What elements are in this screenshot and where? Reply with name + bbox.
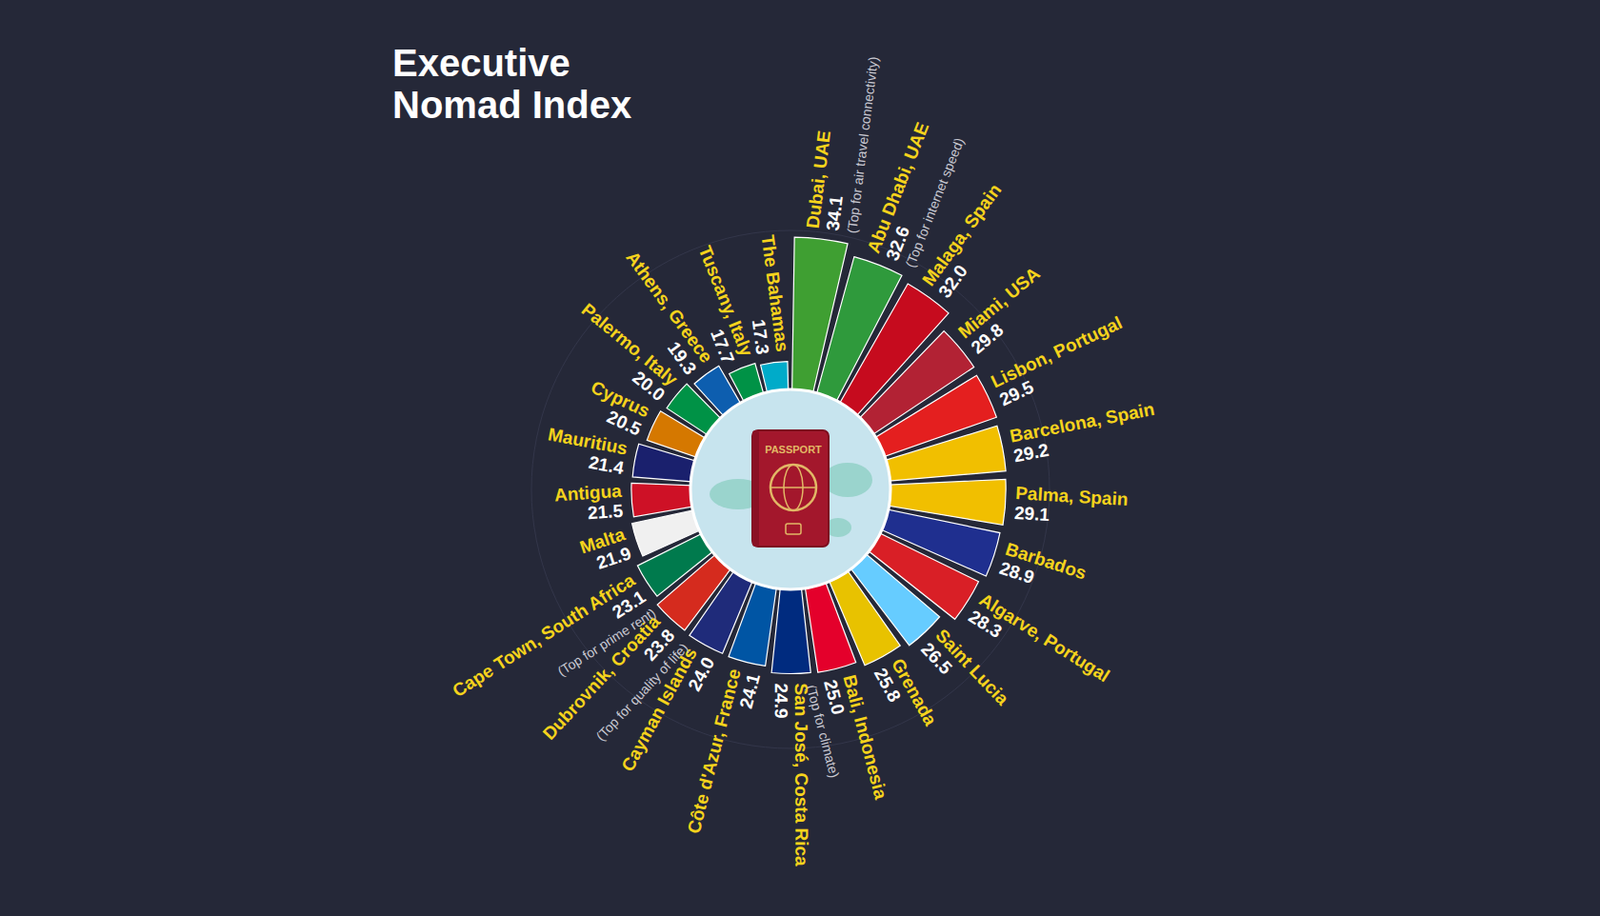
label-group: Cape Town, South Africa23.1(Top for prim… <box>448 569 659 733</box>
data-label: 28.9 <box>997 558 1038 588</box>
data-label: 28.3 <box>964 606 1005 642</box>
passport-text: PASSPORT <box>764 443 822 456</box>
bars <box>631 237 1006 674</box>
title: ExecutiveNomad Index <box>392 41 632 126</box>
data-label: 25.8 <box>870 664 905 706</box>
label-group: Lisbon, Portugal29.5 <box>987 312 1134 410</box>
data-label: 29.2 <box>1012 440 1051 467</box>
globe-line <box>770 486 817 489</box>
passport-icon: PASSPORT <box>690 389 891 590</box>
annotation: (Top for air travel connectivity) <box>843 56 881 235</box>
chart: ExecutiveNomad Index Dubai, UAE34.1(Top f… <box>0 0 1600 916</box>
category-label: San José, Costa Rica <box>791 682 813 867</box>
continent <box>822 462 873 498</box>
label-group: Barbados28.9 <box>997 539 1089 603</box>
label-group: Bali, Indonesia25.0(Top for climate) <box>803 672 892 811</box>
label-group: Barcelona, Spain29.2 <box>1008 399 1160 467</box>
passport-spine <box>752 430 760 547</box>
label-group: Grenada25.8 <box>870 655 941 740</box>
chip <box>785 523 801 535</box>
data-label: 24.9 <box>771 683 792 720</box>
data-label: 29.5 <box>996 376 1038 410</box>
data-label: 21.9 <box>594 542 635 574</box>
data-label: 21.5 <box>586 500 624 523</box>
data-label: 29.1 <box>1013 502 1051 525</box>
label-group: Miami, USA29.8 <box>954 262 1057 358</box>
label-group: Malta21.9 <box>577 523 635 577</box>
label-group: Athens, Greece19.3 <box>605 247 717 379</box>
category-label: Lisbon, Portugal <box>987 312 1125 392</box>
globe <box>770 464 817 511</box>
category-label: Bali, Indonesia <box>839 672 891 801</box>
category-label: Barcelona, Spain <box>1008 399 1157 447</box>
data-label: 17.3 <box>748 318 774 356</box>
label-group: Dubai, UAE34.1(Top for air travel connec… <box>802 50 881 235</box>
data-label: 19.3 <box>663 338 701 379</box>
label-group: Mauritius21.4 <box>542 423 630 479</box>
label-group: San José, Costa Rica24.9 <box>771 682 813 867</box>
category-label: Côte d'Azur, France <box>683 666 745 836</box>
label-group: The Bahamas17.3 <box>738 234 794 357</box>
label-group: Tuscany, Italy17.7 <box>676 242 758 367</box>
label-group: Palma, Spain29.1 <box>1013 482 1129 530</box>
label-group: Antigua21.5 <box>553 480 624 526</box>
background <box>0 0 1600 916</box>
data-label: 20.5 <box>603 406 645 440</box>
data-label: 26.5 <box>917 639 957 680</box>
annotation: (Top for quality of life) <box>593 640 692 744</box>
data-label: 17.7 <box>706 326 739 367</box>
data-label: 34.1 <box>822 194 847 233</box>
passport <box>752 430 829 547</box>
center-disc <box>690 389 891 590</box>
data-label: 21.4 <box>586 452 626 480</box>
data-label: 24.1 <box>736 671 765 711</box>
range-edge <box>531 230 1050 749</box>
annotation: (Top for prime rent) <box>554 604 659 680</box>
data-label: 29.8 <box>967 320 1008 359</box>
data-label: 24.0 <box>683 654 719 696</box>
data-label: 20.0 <box>628 367 669 406</box>
data-label: 32.0 <box>934 260 972 301</box>
label-group: Côte d'Azur, France24.1 <box>683 666 764 841</box>
labels: Dubai, UAE34.1(Top for air travel connec… <box>448 50 1160 867</box>
